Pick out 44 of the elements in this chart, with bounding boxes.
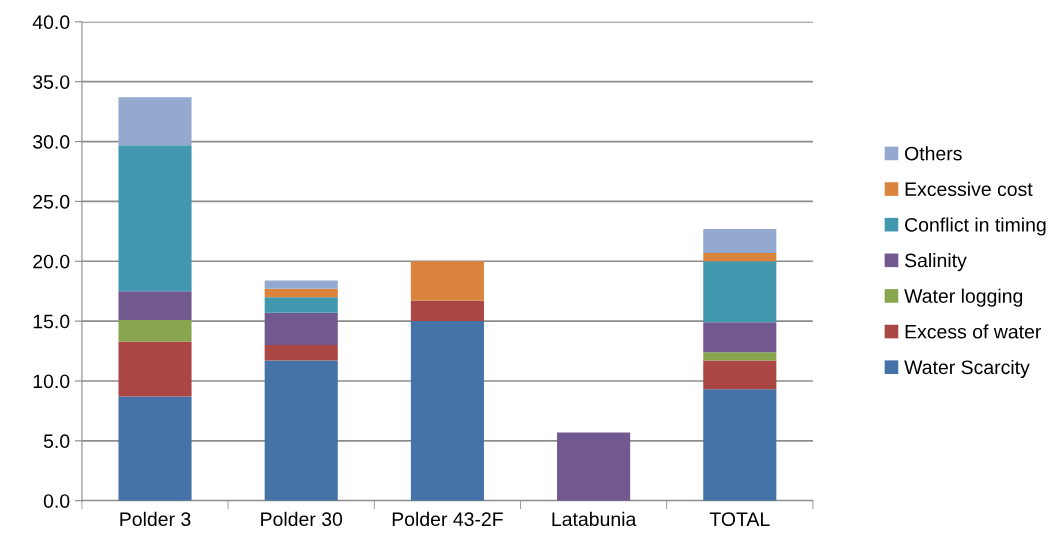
bar [264, 360, 338, 501]
legend-label: Water logging [904, 288, 1023, 307]
bar [703, 252, 777, 262]
bar [703, 360, 777, 390]
y-tick-label: 40.0 [32, 15, 70, 30]
bar [703, 261, 777, 323]
bar [118, 341, 192, 397]
bar [264, 297, 338, 313]
y-tick-label: 20.0 [33, 254, 70, 269]
y-tick-label: 10.0 [33, 374, 70, 389]
bar [264, 288, 338, 298]
legend-label: Excess of water [905, 324, 1042, 339]
legend-label: Water Scarcity [904, 359, 1030, 379]
bar [118, 291, 192, 320]
bar [118, 319, 192, 342]
bar [264, 280, 338, 289]
bar [703, 389, 777, 501]
y-tick-label: 5.0 [43, 434, 70, 449]
bar [264, 345, 338, 361]
bar [703, 322, 777, 353]
bar [118, 97, 192, 146]
y-tick-label: 35.0 [33, 75, 70, 89]
bar [410, 261, 484, 301]
legend-label: Others [905, 146, 962, 161]
legend-label: Salinity [904, 253, 967, 272]
y-tick-label: 25.0 [33, 194, 70, 209]
legend-label: Conflict in timing [905, 217, 1046, 236]
y-tick-label: 30.0 [33, 135, 70, 149]
bar [703, 352, 777, 361]
bar [118, 145, 192, 292]
bar [264, 312, 338, 346]
x-tick-label: Polder 30 [261, 511, 343, 527]
x-tick-label: Latabunia [552, 511, 637, 527]
bar [703, 228, 777, 253]
legend-label: Excessive cost [905, 181, 1033, 197]
y-tick-label: 0.0 [43, 494, 70, 508]
bar [410, 300, 484, 322]
x-tick-label: TOTAL [709, 512, 770, 527]
bar [557, 432, 631, 501]
x-tick-label: Polder 43-2F [392, 511, 503, 527]
bar [410, 321, 484, 501]
x-tick-label: Polder 3 [120, 511, 191, 527]
y-tick-label: 15.0 [33, 314, 70, 329]
bar [118, 396, 192, 501]
